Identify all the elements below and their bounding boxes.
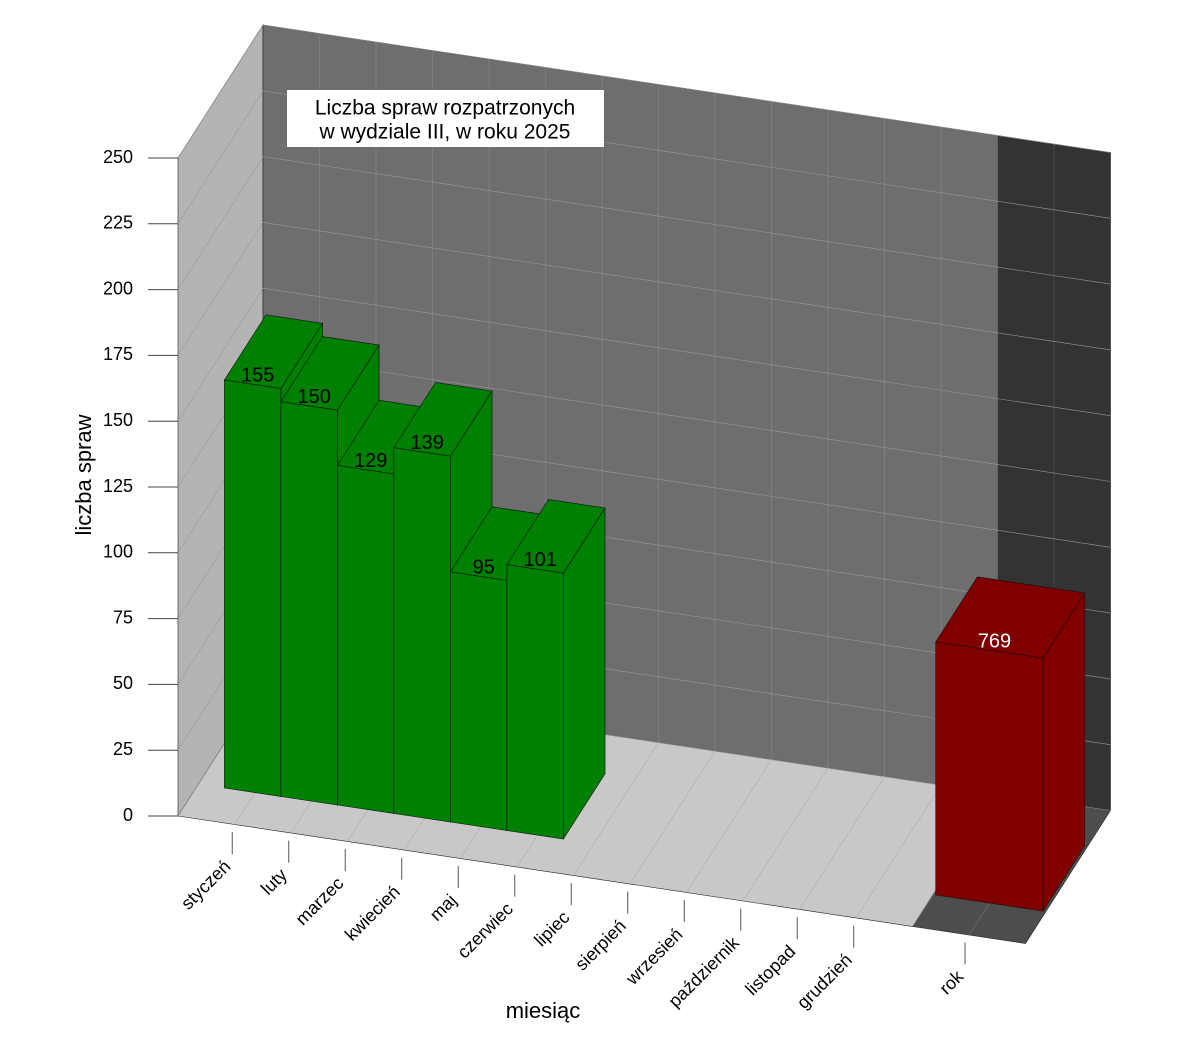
data-label: 101 xyxy=(524,549,557,571)
data-label: 95 xyxy=(473,557,495,579)
x-tick-label: listopad xyxy=(741,941,799,999)
y-tick-label: 150 xyxy=(103,410,133,430)
x-tick-label: maj xyxy=(426,890,461,925)
grid-line xyxy=(177,90,1111,224)
bar-front xyxy=(224,379,282,797)
floor-line xyxy=(855,784,942,919)
grid-line xyxy=(177,222,1111,356)
x-tick-label: rok xyxy=(935,966,968,999)
data-label: 155 xyxy=(241,365,274,387)
y-tick-label: 225 xyxy=(103,213,133,233)
x-tick-label: luty xyxy=(257,865,291,899)
y-tick-label: 250 xyxy=(103,147,133,167)
bar-front xyxy=(506,564,564,840)
floor-line xyxy=(799,776,885,910)
x-tick-label: marzec xyxy=(292,873,348,929)
y-tick-label: 175 xyxy=(103,344,133,364)
x-axis-label: miesiąc xyxy=(506,998,581,1023)
y-tick-label: 25 xyxy=(113,739,133,759)
x-tick-label: kwiecień xyxy=(341,882,404,945)
x-tick-label: styczeń xyxy=(177,856,234,913)
chart-title: Liczba spraw rozpatrzonych xyxy=(315,97,575,120)
bar-front xyxy=(337,465,395,814)
bar xyxy=(506,499,606,841)
x-tick-label: czerwiec xyxy=(453,899,517,963)
bar-front xyxy=(280,401,338,806)
chart-title: w wydziale III, w roku 2025 xyxy=(319,121,571,144)
y-tick-label: 200 xyxy=(103,278,133,298)
grid-line xyxy=(177,287,1111,422)
floor-line xyxy=(686,759,772,893)
bar xyxy=(935,576,1086,913)
data-label: 769 xyxy=(978,630,1011,652)
data-label: 139 xyxy=(411,432,444,454)
data-label: 129 xyxy=(354,450,387,472)
x-tick-label: sierpień xyxy=(571,916,630,975)
y-tick-label: 100 xyxy=(103,542,133,562)
y-tick-label: 0 xyxy=(123,805,133,825)
y-tick-label: 125 xyxy=(103,476,133,496)
floor-line xyxy=(629,750,716,885)
y-tick-label: 75 xyxy=(113,607,133,627)
x-tick-label: wrzesień xyxy=(621,924,686,989)
floor-line xyxy=(573,742,659,876)
x-tick-label: grudzień xyxy=(793,950,856,1013)
grid-line xyxy=(177,24,1111,159)
grid-line xyxy=(177,156,1111,290)
y-tick-label: 50 xyxy=(113,673,133,693)
y-axis-label: liczba spraw xyxy=(71,414,96,535)
bar-front xyxy=(393,447,451,823)
x-tick-label: lipiec xyxy=(530,907,573,950)
bar-front xyxy=(935,641,1044,912)
bar-front xyxy=(450,571,508,831)
data-label: 150 xyxy=(298,386,331,408)
title-box xyxy=(287,90,604,147)
floor-line xyxy=(742,767,829,902)
